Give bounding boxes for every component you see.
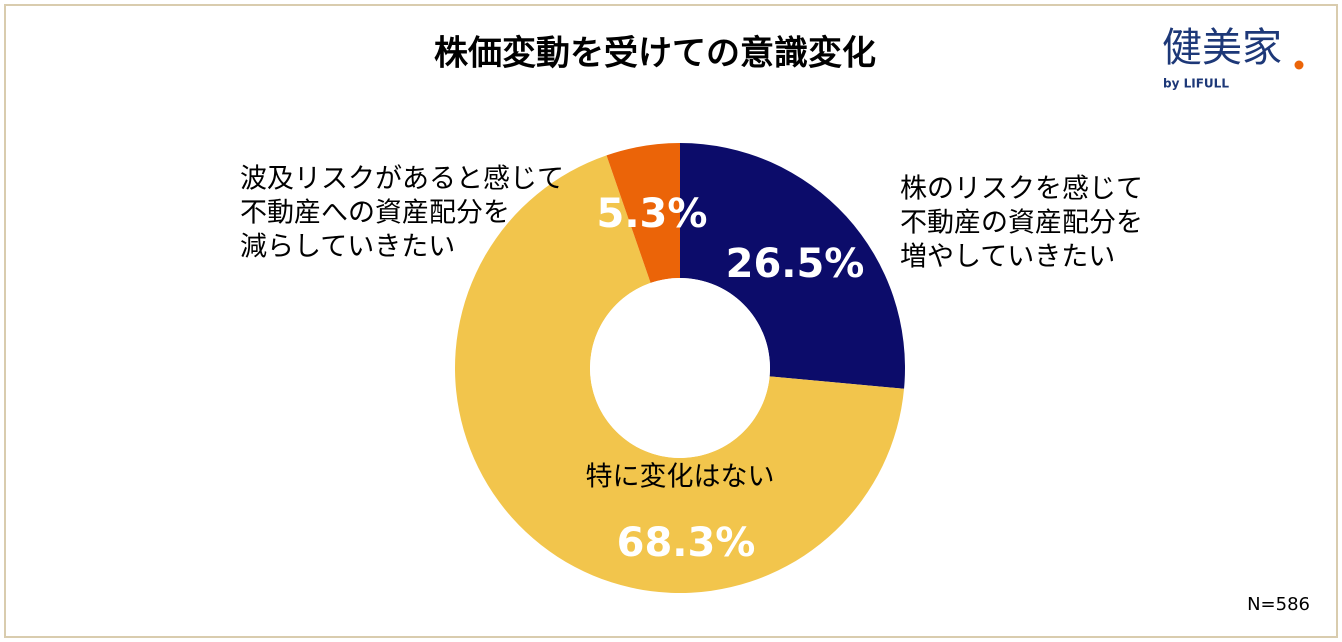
value-label: 5.3%: [597, 191, 708, 237]
value-label: 68.3%: [617, 520, 756, 566]
category-label: 増やしていきたい: [900, 242, 1115, 273]
slice: [680, 143, 905, 389]
category-label: 減らしていきたい: [240, 232, 455, 263]
logo-name: 健美家: [1162, 25, 1282, 71]
category-label: 不動産への資産配分を: [240, 198, 510, 229]
slice: [606, 143, 680, 283]
slice: [455, 155, 905, 593]
note: N=586: [1247, 594, 1310, 615]
category-label: 不動産の資産配分を: [900, 208, 1143, 239]
value-label: 26.5%: [726, 241, 865, 287]
chart-title: 株価変動を受けての意識変化: [434, 34, 876, 74]
donut-hole: [590, 278, 770, 458]
category-label: 株のリスクを感じて: [900, 174, 1143, 205]
logo-sub: by LIFULL: [1163, 77, 1229, 91]
category-label: 波及リスクがあると感じて: [240, 164, 564, 195]
logo-dot: [1294, 60, 1304, 70]
category-label: 特に変化はない: [586, 462, 775, 493]
